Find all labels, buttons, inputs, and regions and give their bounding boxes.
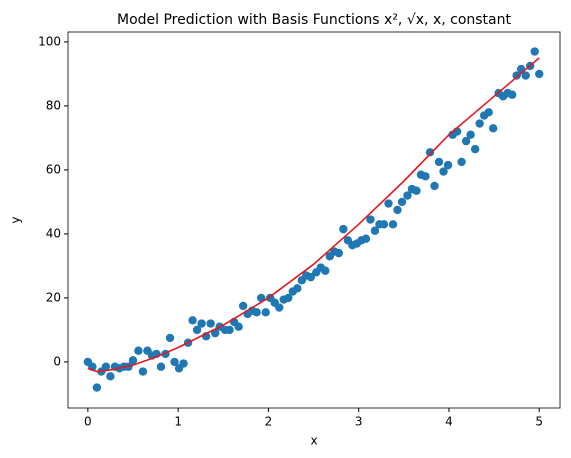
point xyxy=(370,226,380,235)
point xyxy=(165,333,175,343)
point xyxy=(507,90,517,99)
point xyxy=(430,181,439,191)
point xyxy=(321,266,330,275)
x-tick-label: 0 xyxy=(84,415,92,429)
x-tick-label: 2 xyxy=(265,415,273,429)
point xyxy=(512,71,521,80)
point xyxy=(206,319,215,328)
point xyxy=(306,272,316,282)
point xyxy=(106,372,115,381)
point xyxy=(256,293,266,303)
point xyxy=(188,316,197,325)
point xyxy=(293,284,302,293)
point xyxy=(261,308,270,317)
point xyxy=(138,367,148,376)
point xyxy=(412,186,421,195)
point xyxy=(475,119,484,128)
point xyxy=(403,191,412,200)
point xyxy=(339,224,348,234)
point xyxy=(393,205,402,215)
point xyxy=(156,362,166,371)
y-tick-label: 100 xyxy=(38,34,61,48)
point xyxy=(284,293,293,303)
point xyxy=(434,157,444,167)
x-tick-label: 3 xyxy=(355,415,363,429)
point xyxy=(535,69,544,79)
fit-line xyxy=(87,57,540,373)
point xyxy=(425,148,435,157)
x-axis-label: x xyxy=(310,434,317,448)
chart-title: Model Prediction with Basis Functions x²… xyxy=(117,12,512,28)
point xyxy=(179,359,188,368)
point xyxy=(238,301,248,311)
point xyxy=(334,248,344,258)
point xyxy=(92,383,102,392)
point xyxy=(192,325,202,335)
point xyxy=(134,346,143,355)
point xyxy=(457,157,466,167)
point xyxy=(379,220,389,229)
point xyxy=(170,357,179,367)
plot-frame xyxy=(67,31,561,409)
point xyxy=(275,303,284,312)
point xyxy=(439,167,448,176)
point xyxy=(252,308,261,317)
point xyxy=(461,136,471,146)
y-tick-label: 40 xyxy=(46,226,61,240)
point xyxy=(421,172,430,181)
point xyxy=(366,215,375,224)
point xyxy=(361,234,371,243)
point xyxy=(197,319,206,328)
y-tick-label: 80 xyxy=(46,98,61,112)
point xyxy=(234,322,243,331)
x-tick-label: 5 xyxy=(535,415,543,429)
x-tick-label: 1 xyxy=(174,415,182,429)
point xyxy=(530,47,539,56)
point xyxy=(466,130,475,139)
point xyxy=(488,124,498,133)
point xyxy=(384,199,393,208)
x-tick-label: 4 xyxy=(445,415,453,429)
point xyxy=(128,356,138,365)
point xyxy=(388,220,398,229)
point xyxy=(470,144,480,154)
y-tick-label: 60 xyxy=(46,162,61,176)
point xyxy=(397,197,407,207)
y-tick-label: 20 xyxy=(46,290,61,304)
point xyxy=(443,160,453,170)
y-tick-label: 0 xyxy=(53,354,61,368)
point xyxy=(521,71,530,80)
point xyxy=(225,325,234,335)
point xyxy=(101,362,111,371)
y-axis-label: y xyxy=(9,216,23,223)
point xyxy=(484,108,493,117)
